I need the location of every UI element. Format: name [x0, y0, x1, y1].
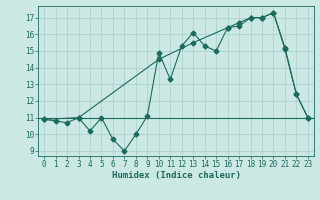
X-axis label: Humidex (Indice chaleur): Humidex (Indice chaleur): [111, 171, 241, 180]
